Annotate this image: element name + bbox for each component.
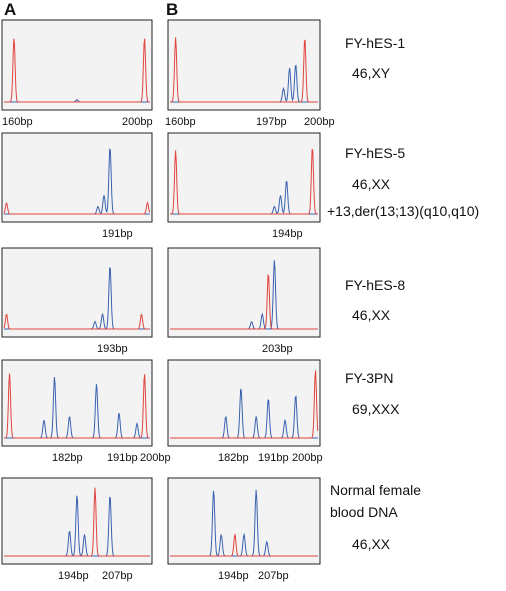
red-trace (3, 313, 150, 330)
trace-panel (1, 19, 153, 111)
karyotype: +13,der(13;13)(q10,q10) (327, 203, 479, 219)
red-trace (170, 532, 318, 557)
karyotype: 69,XXX (352, 401, 400, 417)
sample-name: FY-3PN (345, 370, 394, 386)
peak-size-label: 200bp (140, 452, 171, 464)
sample-name: FY-hES-5 (345, 145, 405, 161)
peak-size-label: 194bp (218, 570, 249, 582)
sample-name: FY-hES-8 (345, 277, 405, 293)
trace-panel (167, 359, 321, 447)
peak-size-label: 207bp (102, 570, 133, 582)
red-trace (170, 273, 318, 330)
peak-size-label: 193bp (97, 343, 128, 355)
peak-size-label: 191bp (107, 452, 138, 464)
trace-panel (167, 247, 321, 338)
peak-size-label: 160bp (2, 116, 33, 128)
peak-size-label: 197bp (256, 116, 287, 128)
trace-panel (167, 132, 321, 223)
red-trace (170, 370, 319, 439)
red-trace (3, 201, 151, 215)
peak-size-label: 200bp (292, 452, 323, 464)
peak-size-label: 194bp (272, 228, 303, 240)
panel-label: A (4, 0, 16, 19)
karyotype: 46,XX (352, 176, 391, 192)
red-trace (170, 37, 318, 103)
sample-name: blood DNA (330, 504, 398, 520)
peak-size-label: 182bp (52, 452, 83, 464)
peak-size-label: 160bp (165, 116, 196, 128)
trace-panel (167, 19, 321, 111)
red-trace (4, 487, 150, 557)
karyotype: 46,XY (352, 65, 391, 81)
trace-panel (1, 247, 153, 338)
sample-name: FY-hES-1 (345, 35, 405, 51)
peak-size-label: 191bp (258, 452, 289, 464)
karyotype: 46,XX (352, 536, 391, 552)
peak-size-label: 200bp (304, 116, 335, 128)
peak-size-label: 203bp (262, 343, 293, 355)
panel-label: B (166, 0, 178, 19)
red-trace (170, 148, 318, 215)
trace-panel (1, 359, 153, 447)
peak-size-label: 194bp (58, 570, 89, 582)
red-trace (4, 38, 150, 103)
peak-size-label: 191bp (102, 228, 133, 240)
peak-size-label: 182bp (218, 452, 249, 464)
peak-size-label: 207bp (258, 570, 289, 582)
trace-panel (167, 477, 321, 565)
trace-panel (1, 477, 153, 565)
peak-size-label: 200bp (122, 116, 153, 128)
trace-panel (1, 132, 153, 223)
sample-name: Normal female (330, 482, 421, 498)
red-trace (4, 373, 150, 439)
karyotype: 46,XX (352, 307, 391, 323)
